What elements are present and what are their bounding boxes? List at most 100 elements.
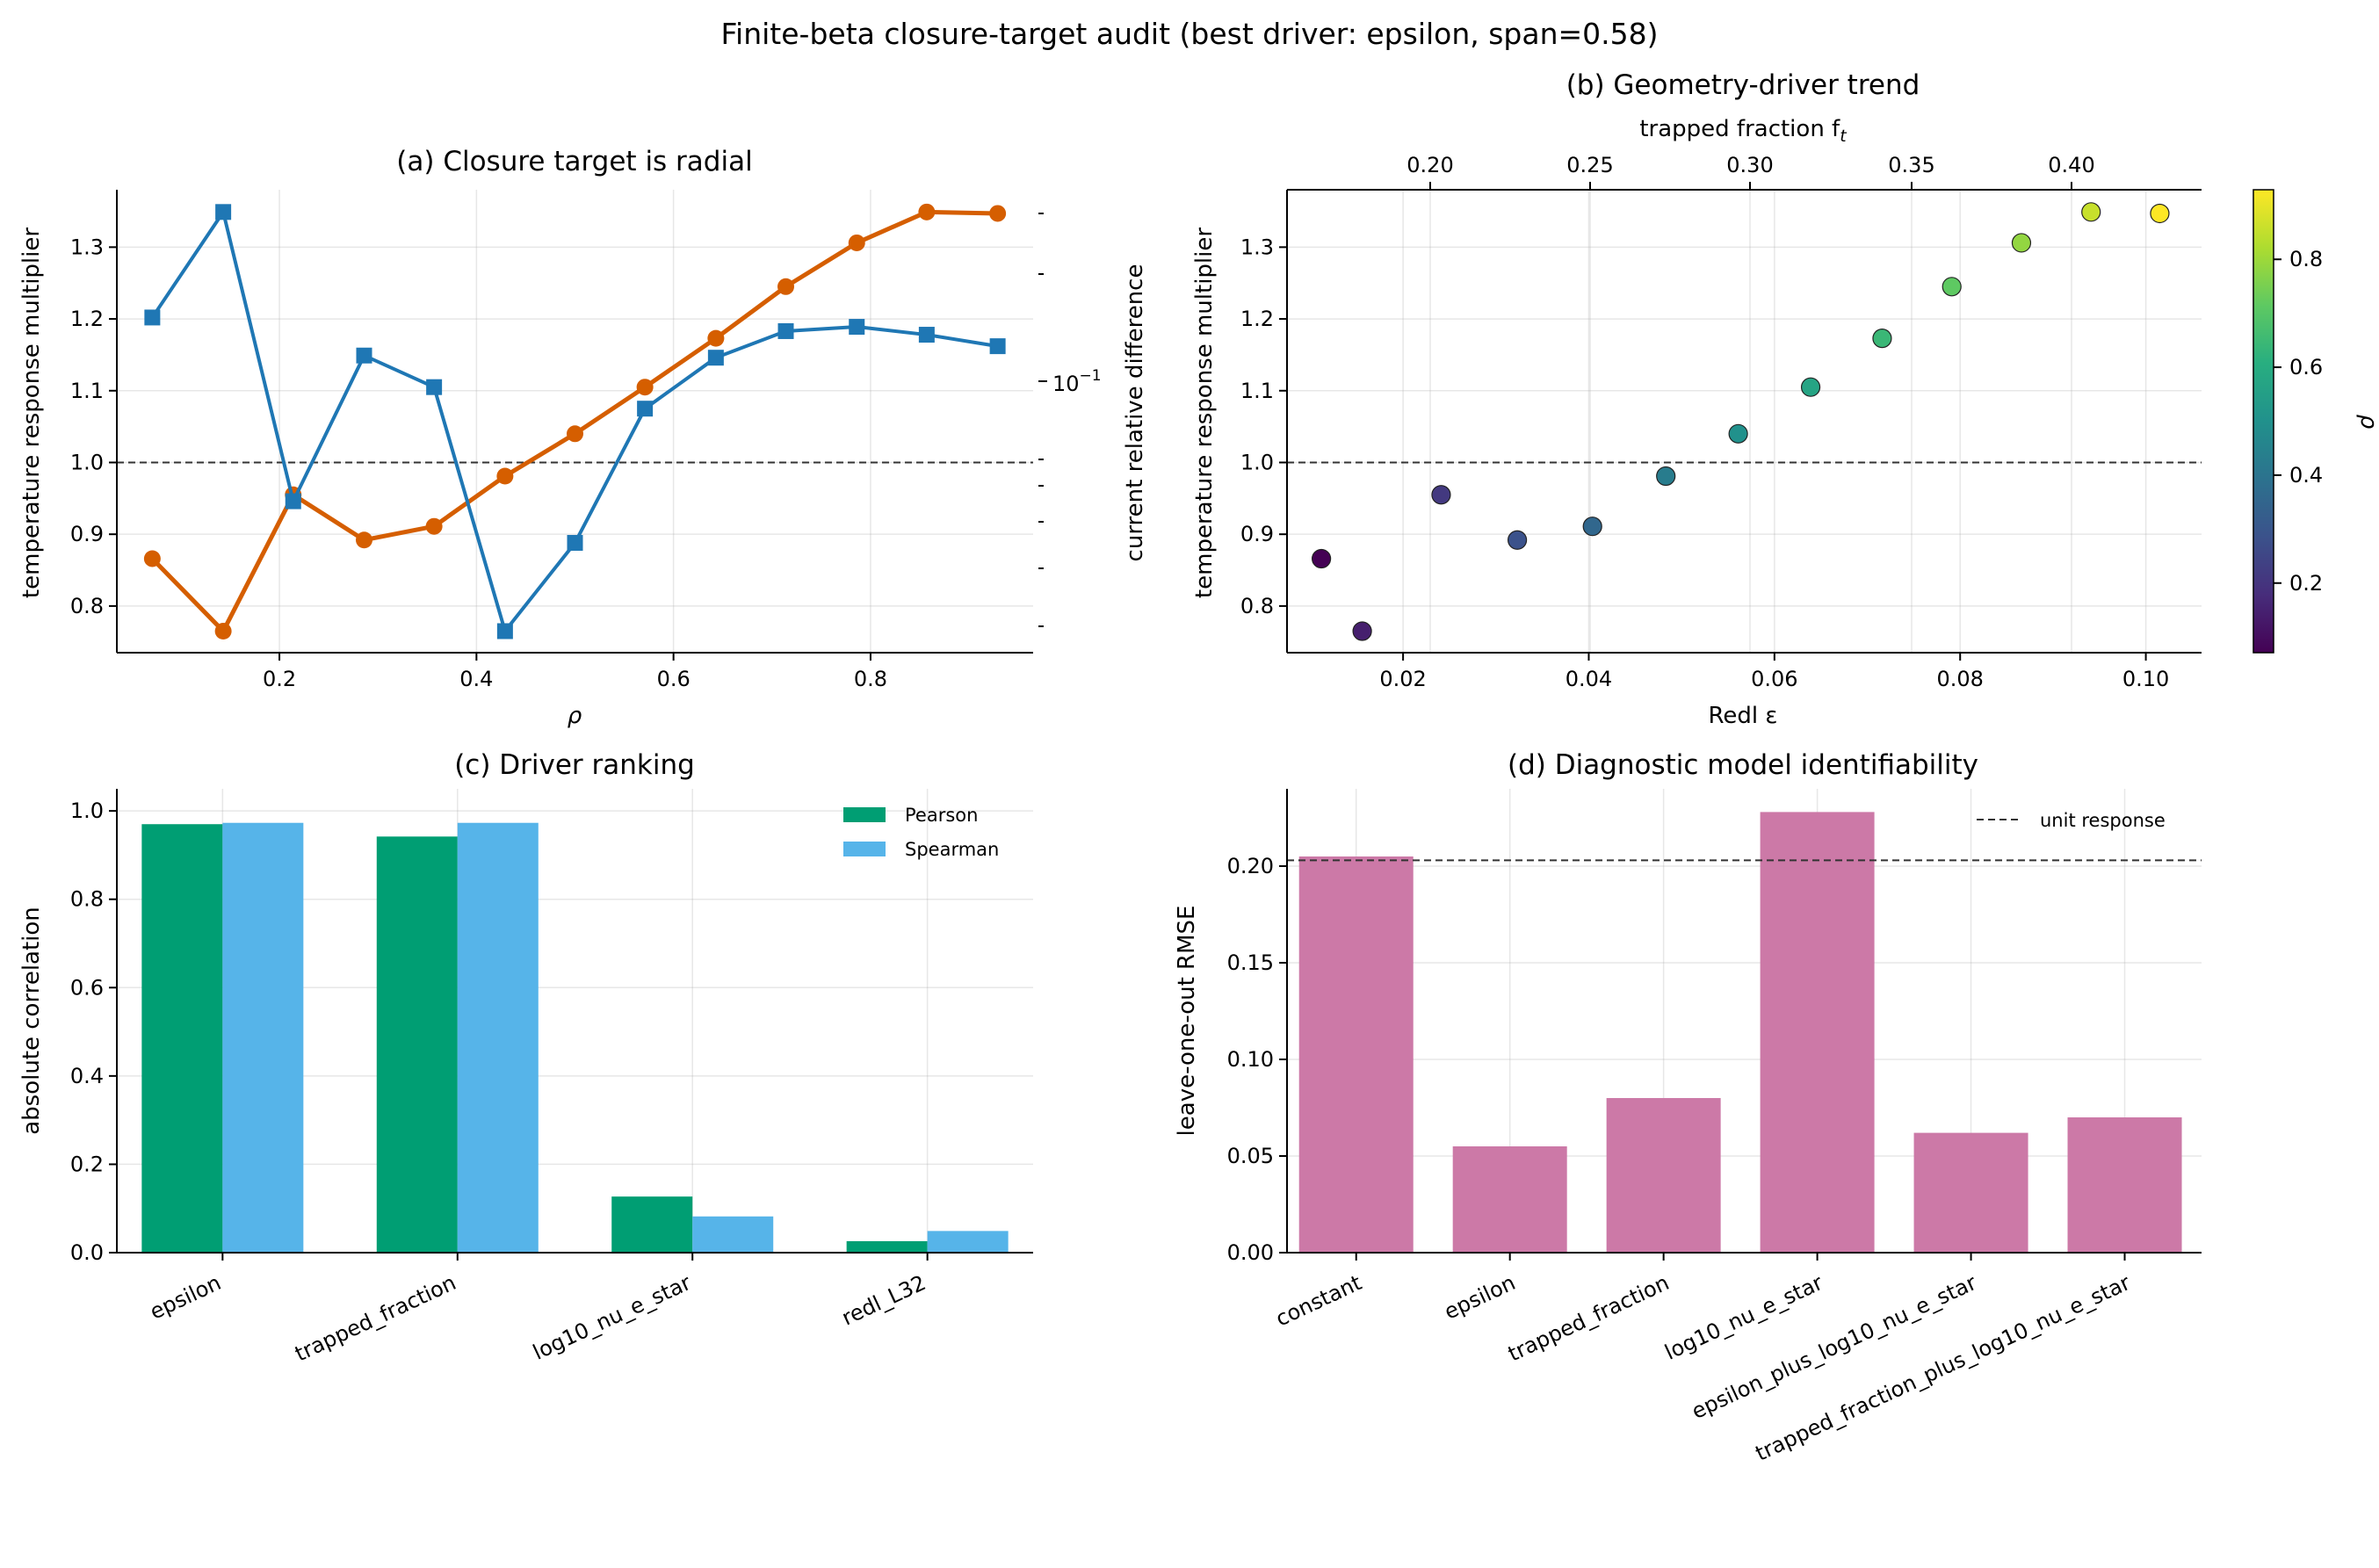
a-series-1-point xyxy=(567,534,583,551)
b-top-xtick-label: 0.25 xyxy=(1566,153,1613,177)
panel-d-ylabel: leave-one-out RMSE xyxy=(1174,906,1200,1137)
figure-suptitle: Finite-beta closure-target audit (best d… xyxy=(720,17,1658,51)
b-scatter-point xyxy=(2011,233,2032,253)
d-bar xyxy=(1606,1098,1721,1253)
d-ytick-label: 0.20 xyxy=(1227,854,1274,878)
d-ytick-label: 0.15 xyxy=(1227,950,1274,975)
a-series-0-point xyxy=(355,531,372,549)
d-ytick-label: 0.05 xyxy=(1227,1144,1274,1168)
a-series-1-point xyxy=(989,338,1006,355)
d-ytick-label: 0.10 xyxy=(1227,1047,1274,1072)
colorbar-tick-label: 0.8 xyxy=(2289,247,2323,271)
b-top-xtick-label: 0.20 xyxy=(1406,153,1453,177)
c-ytick-label: 0.6 xyxy=(70,975,104,1000)
d-xtick-label: epsilon_plus_log10_nu_e_star xyxy=(1688,1270,1980,1424)
panel-d-legend: unit response xyxy=(1977,810,2166,831)
d-bar xyxy=(1913,1132,2028,1253)
b-scatter-point xyxy=(1942,277,1962,297)
panel-b: (b) Geometry-driver trend trapped fracti… xyxy=(1191,69,2379,729)
b-scatter-point xyxy=(1656,466,1676,487)
d-xtick-label: epsilon xyxy=(1441,1270,1520,1325)
panel-a-ylabel: temperature response multiplier xyxy=(18,228,45,598)
b-xtick-label: 0.08 xyxy=(1936,667,1983,691)
a-series-0-point xyxy=(214,622,232,639)
panel-a-xlabel: ρ xyxy=(568,703,582,729)
a-ytick-label: 1.1 xyxy=(70,379,104,403)
a-series-0-point xyxy=(848,234,865,251)
a-right-tick-exp: −1 xyxy=(1080,367,1102,385)
c-xtick-label: trapped_fraction xyxy=(291,1270,459,1366)
a-xtick-label: 0.8 xyxy=(854,667,887,691)
colorbar-label: ρ xyxy=(2355,415,2379,430)
a-series-1-point xyxy=(356,347,372,364)
colorbar-tick-label: 0.6 xyxy=(2289,355,2323,379)
b-ytick-label: 1.2 xyxy=(1240,307,1274,331)
c-bar-spearman xyxy=(457,822,539,1253)
b-scatter-point xyxy=(1582,517,1602,537)
b-ytick-label: 1.3 xyxy=(1240,235,1274,259)
colorbar-tick-label: 0.2 xyxy=(2289,571,2323,596)
c-bar-spearman xyxy=(927,1231,1009,1253)
a-series-0-point xyxy=(425,517,443,535)
b-top-xtick-label: 0.35 xyxy=(1888,153,1934,177)
d-bar xyxy=(2067,1117,2182,1253)
b-scatter-point xyxy=(1507,530,1528,550)
a-series-1-point xyxy=(918,327,935,343)
panel-c: (c) Driver ranking 0.0 0.2 0.4 0.6 0.8 1.0 eps… xyxy=(18,749,1033,1366)
a-xtick-label: 0.4 xyxy=(459,667,493,691)
c-bar-spearman xyxy=(692,1216,774,1253)
b-top-xtick-label: 0.40 xyxy=(2048,153,2094,177)
a-ytick-label: 1.3 xyxy=(70,235,104,259)
a-series-0-point xyxy=(707,329,725,347)
a-series-0-point xyxy=(496,467,514,485)
c-xtick-label: epsilon xyxy=(146,1270,225,1325)
d-xtick-label: constant xyxy=(1272,1270,1365,1331)
d-bar xyxy=(1452,1146,1567,1253)
a-ytick-label: 0.9 xyxy=(70,522,104,546)
panel-a: (a) Closure target is radial 0.2 0.4 0.6 0.… xyxy=(18,146,1148,729)
a-xtick-label: 0.6 xyxy=(657,667,691,691)
c-xtick-label: log10_nu_e_star xyxy=(529,1270,695,1365)
a-xtick-label: 0.2 xyxy=(263,667,296,691)
a-series-0-point xyxy=(777,278,795,295)
colorbar xyxy=(2252,189,2274,654)
b-xtick-label: 0.02 xyxy=(1379,667,1426,691)
a-ytick-label: 1.0 xyxy=(70,450,104,474)
panel-c-title: (c) Driver ranking xyxy=(454,749,695,781)
d-ytick-label: 0.00 xyxy=(1227,1240,1274,1265)
a-ytick-label: 0.8 xyxy=(70,594,104,618)
b-scatter-point xyxy=(1312,548,1332,569)
panel-c-legend: Pearson Spearman xyxy=(843,805,999,860)
a-series-1-point xyxy=(637,401,654,417)
panel-a-title: (a) Closure target is radial xyxy=(396,146,752,177)
a-series-1-point xyxy=(426,379,443,395)
c-bar-pearson xyxy=(611,1196,693,1253)
b-top-xtick-label: 0.30 xyxy=(1726,153,1773,177)
b-xtick-label: 0.06 xyxy=(1751,667,1797,691)
a-series-1-point xyxy=(849,319,865,336)
b-scatter-point xyxy=(1431,485,1451,505)
panel-a-right-ylabel: current relative difference xyxy=(1122,264,1148,562)
b-xtick-label: 0.04 xyxy=(1566,667,1612,691)
c-ytick-label: 0.4 xyxy=(70,1064,104,1088)
panel-d: (d) Diagnostic model identifiability 0.0… xyxy=(1174,749,2202,1466)
colorbar-tick-label: 0.4 xyxy=(2289,463,2323,488)
b-ytick-label: 0.9 xyxy=(1240,522,1274,546)
a-series-1-point xyxy=(215,204,232,220)
b-scatter-point xyxy=(1352,621,1372,641)
a-series-0-point xyxy=(918,203,936,220)
panel-b-title: (b) Geometry-driver trend xyxy=(1566,69,1920,101)
a-series-0-point xyxy=(143,550,161,567)
panel-d-title: (d) Diagnostic model identifiability xyxy=(1508,749,1978,781)
legend-swatch-pearson xyxy=(843,807,886,822)
b-ytick-label: 1.0 xyxy=(1240,450,1274,474)
panel-b-xlabel: Redl ε xyxy=(1709,703,1778,729)
a-series-1-point xyxy=(496,623,513,639)
c-ytick-label: 1.0 xyxy=(70,798,104,823)
a-series-0-point xyxy=(636,379,654,396)
b-scatter-point xyxy=(2150,203,2170,224)
b-scatter-point xyxy=(1728,423,1748,444)
a-series-1-point xyxy=(777,322,794,339)
legend-label-spearman: Spearman xyxy=(905,839,999,860)
